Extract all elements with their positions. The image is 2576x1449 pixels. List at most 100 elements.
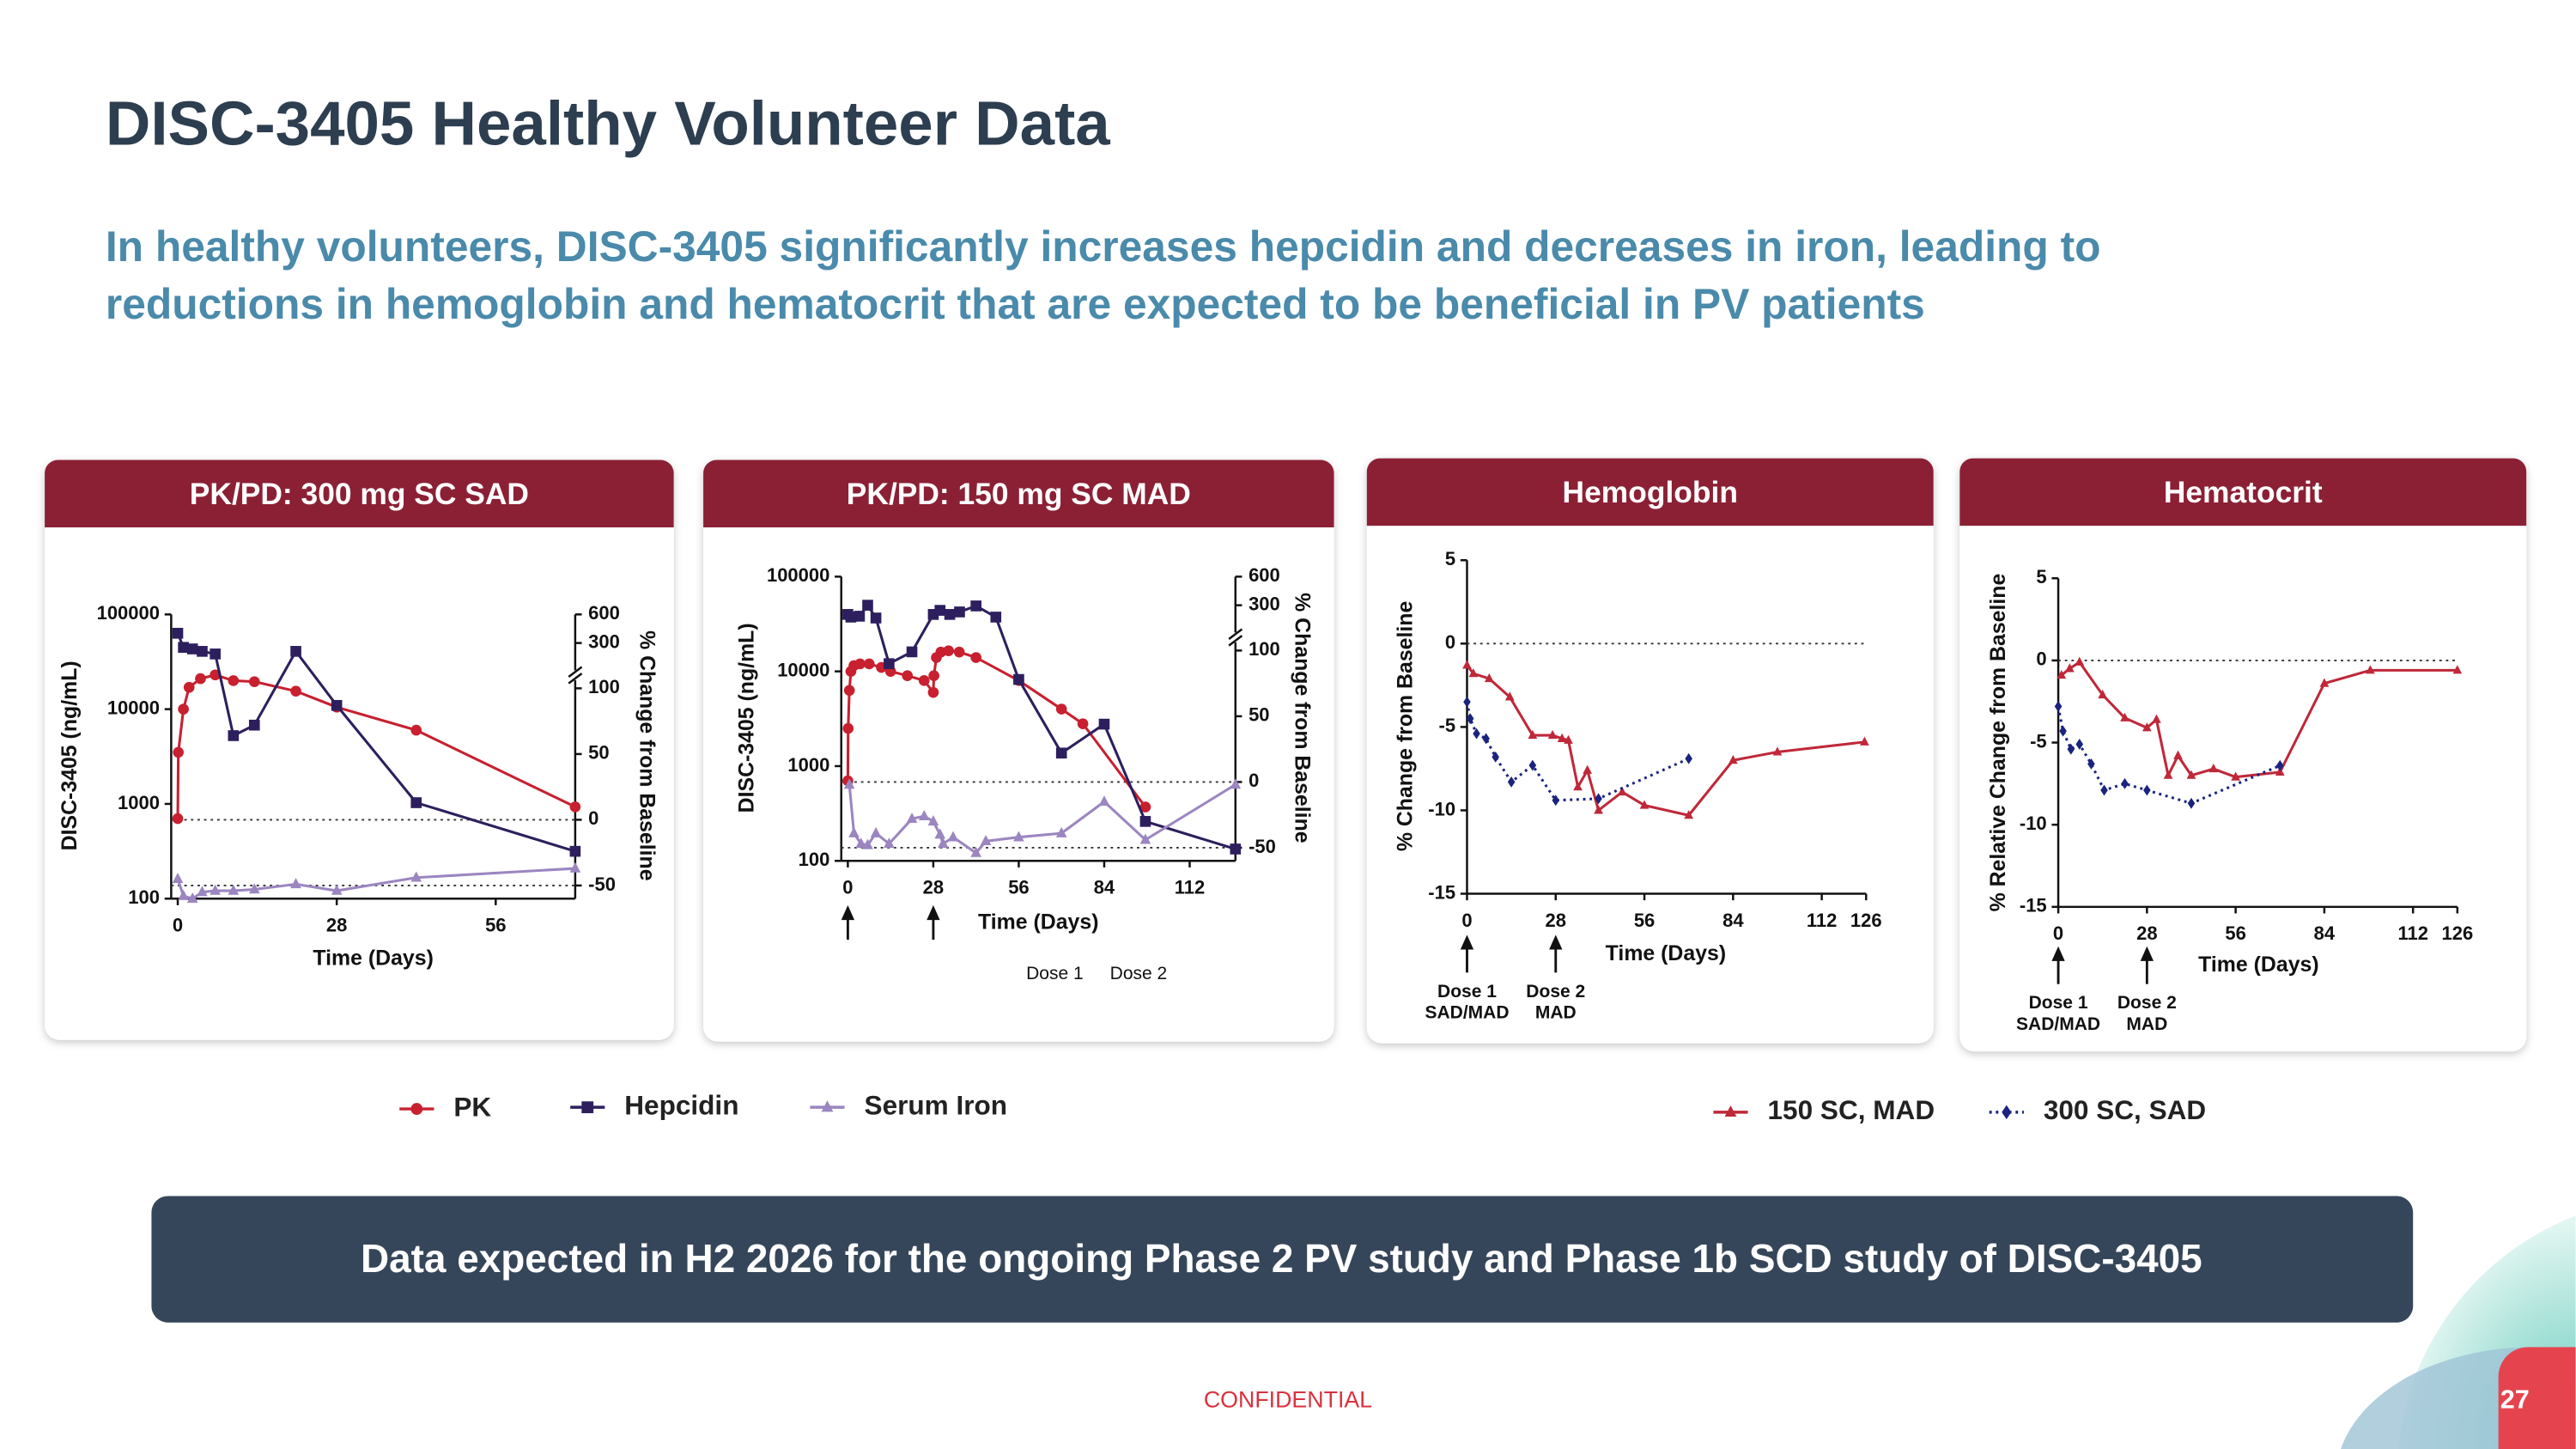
- dose-label: MAD: [1535, 1003, 1577, 1023]
- data-point: [937, 837, 949, 849]
- card: [703, 460, 1334, 1042]
- data-point: [906, 813, 918, 824]
- data-point: [248, 883, 260, 894]
- legend-label: PK: [453, 1091, 491, 1122]
- data-point: [1139, 833, 1151, 844]
- x-tick-label: 112: [2397, 922, 2427, 944]
- data-point: [1013, 831, 1024, 842]
- y-tick-label: 100: [799, 849, 830, 870]
- y2-tick-label: 100: [1249, 638, 1280, 660]
- data-point: [1055, 703, 1067, 715]
- dose-arrowhead: [927, 904, 940, 921]
- y-tick-label: 10000: [777, 659, 829, 680]
- data-point: [854, 611, 866, 622]
- legend-label: Serum Iron: [865, 1089, 1008, 1120]
- chart-title: PK/PD: 300 mg SC SAD: [190, 478, 529, 511]
- y-tick-label: -5: [2030, 730, 2047, 752]
- data-point: [197, 886, 208, 897]
- dose-arrowhead: [841, 904, 855, 921]
- data-point: [918, 675, 930, 686]
- dose-label: SAD/MAD: [1425, 1003, 1509, 1023]
- data-point: [1463, 696, 1471, 708]
- data-point: [1098, 795, 1110, 807]
- data-point: [1552, 795, 1560, 807]
- dose-arrowhead: [2140, 946, 2154, 961]
- card-header: [703, 460, 1334, 527]
- data-point: [228, 730, 240, 741]
- data-point: [884, 658, 895, 670]
- data-point: [1098, 718, 1110, 730]
- data-point: [410, 871, 422, 882]
- data-point: [1507, 776, 1516, 788]
- y2-tick-label: 50: [588, 742, 609, 764]
- data-point: [172, 813, 184, 825]
- dose-label: Dose 1: [1437, 982, 1497, 1002]
- y-axis-title: DISC-3405 (ng/mL): [58, 661, 82, 850]
- axis-break-gap: [1230, 632, 1241, 642]
- y-tick-label: -15: [2020, 895, 2047, 916]
- data-point: [943, 645, 955, 656]
- y2-tick-label: 100: [588, 676, 620, 697]
- data-point: [1055, 747, 1067, 759]
- data-point: [2143, 784, 2151, 796]
- dose-label: Dose 2: [1526, 982, 1585, 1002]
- data-point: [172, 627, 184, 639]
- data-point: [1617, 786, 1627, 796]
- data-point: [569, 801, 581, 813]
- x-tick-label: 56: [1634, 910, 1655, 931]
- data-point: [186, 643, 198, 654]
- data-point: [1230, 778, 1242, 789]
- x-tick-label: 84: [2314, 922, 2336, 944]
- data-point: [290, 878, 301, 889]
- dose-arrowhead: [1460, 935, 1474, 950]
- y-axis-title: % Change from Baseline: [1393, 601, 1417, 851]
- data-point: [1557, 733, 1567, 742]
- data-point: [855, 837, 866, 849]
- data-point: [228, 884, 240, 895]
- y2-tick-label: -50: [1249, 836, 1276, 857]
- y2-tick-label: 50: [1249, 704, 1269, 726]
- data-point: [2452, 665, 2463, 674]
- data-point: [990, 612, 1002, 623]
- data-point: [2098, 689, 2108, 699]
- dose-arrowhead: [1549, 935, 1563, 950]
- data-point: [848, 826, 860, 837]
- data-point: [2231, 771, 2240, 781]
- data-point: [2064, 663, 2075, 673]
- data-point: [845, 612, 857, 623]
- y-tick-label: -10: [1428, 798, 1455, 819]
- y-tick-label: 1000: [118, 792, 160, 813]
- y-tick-label: 10000: [107, 697, 160, 718]
- x-tick-label: 28: [923, 877, 944, 898]
- banner: Data expected in H2 2026 for the ongoing…: [361, 1236, 2202, 1281]
- y2-axis-title: % Change from Baseline: [1291, 593, 1315, 843]
- data-point: [186, 892, 198, 903]
- y-axis-title: % Relative Change from Baseline: [1986, 574, 2010, 912]
- data-point: [569, 861, 581, 873]
- slide-title: DISC-3405 Healthy Volunteer Data: [106, 88, 1110, 158]
- legend-marker: [821, 1100, 834, 1112]
- y2-tick-label: -50: [588, 874, 616, 895]
- data-point: [410, 724, 422, 736]
- data-point: [1564, 734, 1573, 744]
- data-point: [1684, 810, 1694, 819]
- data-point: [927, 815, 939, 826]
- banner-box: [151, 1196, 2414, 1323]
- data-point: [2208, 763, 2219, 773]
- data-point: [331, 884, 343, 895]
- data-point: [1230, 843, 1242, 855]
- data-point: [2152, 714, 2161, 723]
- series-line: [2060, 660, 2458, 780]
- data-point: [178, 703, 189, 715]
- y-tick-label: -15: [1428, 881, 1455, 903]
- decoration: [2341, 1347, 2530, 1449]
- y-tick-label: 0: [2036, 648, 2046, 670]
- dose-label: MAD: [2126, 1014, 2167, 1034]
- series-line: [1465, 701, 1690, 802]
- data-point: [934, 605, 946, 616]
- data-point: [1528, 759, 1537, 771]
- x-tick-label: 28: [1546, 910, 1566, 931]
- axis-break: [568, 666, 583, 678]
- data-point: [172, 873, 184, 884]
